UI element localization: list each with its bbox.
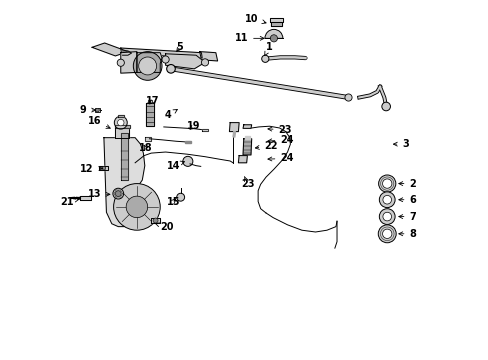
Polygon shape (233, 132, 235, 137)
Circle shape (270, 35, 277, 42)
Circle shape (379, 192, 394, 208)
Text: 7: 7 (398, 212, 415, 221)
Text: 14: 14 (166, 161, 184, 171)
Circle shape (153, 218, 158, 223)
Circle shape (379, 209, 394, 225)
Text: 5: 5 (176, 42, 183, 52)
Text: 1: 1 (264, 42, 272, 55)
Circle shape (382, 195, 391, 204)
Text: 3: 3 (393, 139, 408, 149)
Polygon shape (238, 156, 247, 163)
Circle shape (176, 193, 184, 201)
Circle shape (96, 108, 99, 112)
Polygon shape (137, 53, 162, 72)
Text: 9: 9 (80, 105, 95, 115)
Polygon shape (144, 137, 151, 140)
Polygon shape (145, 103, 154, 126)
Circle shape (126, 196, 147, 218)
Circle shape (113, 184, 160, 230)
FancyBboxPatch shape (95, 108, 100, 112)
Polygon shape (271, 22, 282, 26)
Text: 17: 17 (145, 96, 159, 106)
Circle shape (378, 225, 395, 243)
Polygon shape (121, 134, 128, 180)
Text: 12: 12 (80, 164, 102, 174)
Text: 18: 18 (139, 143, 152, 153)
Text: 2: 2 (398, 179, 415, 189)
Polygon shape (115, 128, 129, 138)
Polygon shape (199, 51, 217, 61)
Text: 6: 6 (398, 195, 415, 205)
Circle shape (344, 94, 351, 101)
Text: 15: 15 (166, 197, 180, 207)
Text: 23: 23 (267, 125, 291, 135)
Polygon shape (121, 48, 202, 58)
Circle shape (378, 175, 395, 192)
Circle shape (382, 229, 391, 238)
Text: 11: 11 (234, 33, 264, 43)
Circle shape (114, 116, 127, 129)
Polygon shape (115, 126, 129, 128)
Text: 10: 10 (245, 14, 265, 24)
Polygon shape (99, 166, 108, 170)
Text: 20: 20 (155, 222, 173, 232)
Circle shape (162, 56, 169, 63)
Circle shape (117, 120, 124, 126)
Text: 24: 24 (267, 135, 293, 145)
Polygon shape (243, 139, 251, 155)
Wedge shape (264, 30, 282, 39)
Polygon shape (92, 43, 128, 56)
Text: 21: 21 (61, 197, 80, 207)
Polygon shape (118, 116, 123, 117)
Circle shape (166, 64, 175, 73)
Circle shape (382, 212, 391, 221)
Polygon shape (104, 138, 144, 226)
Polygon shape (244, 136, 249, 139)
Text: 13: 13 (87, 189, 110, 199)
Circle shape (102, 166, 105, 170)
Text: 24: 24 (267, 153, 293, 163)
Text: 19: 19 (187, 121, 200, 131)
Polygon shape (243, 125, 251, 129)
Text: 16: 16 (87, 116, 110, 129)
Polygon shape (229, 123, 239, 132)
Circle shape (115, 191, 121, 197)
Circle shape (139, 57, 156, 75)
Polygon shape (165, 54, 204, 69)
Text: 4: 4 (164, 109, 177, 121)
Polygon shape (147, 100, 152, 103)
Text: 22: 22 (255, 141, 277, 151)
Polygon shape (202, 129, 207, 131)
Polygon shape (270, 18, 283, 22)
Circle shape (133, 51, 162, 80)
Circle shape (117, 59, 124, 66)
Polygon shape (185, 140, 191, 143)
Text: 23: 23 (241, 176, 254, 189)
Circle shape (113, 188, 123, 199)
Circle shape (183, 156, 192, 166)
Circle shape (261, 55, 268, 62)
Circle shape (381, 102, 389, 111)
Polygon shape (151, 219, 160, 223)
Circle shape (382, 179, 391, 188)
Text: 8: 8 (398, 229, 415, 239)
Polygon shape (121, 51, 137, 73)
Polygon shape (80, 196, 91, 201)
Circle shape (201, 59, 208, 66)
